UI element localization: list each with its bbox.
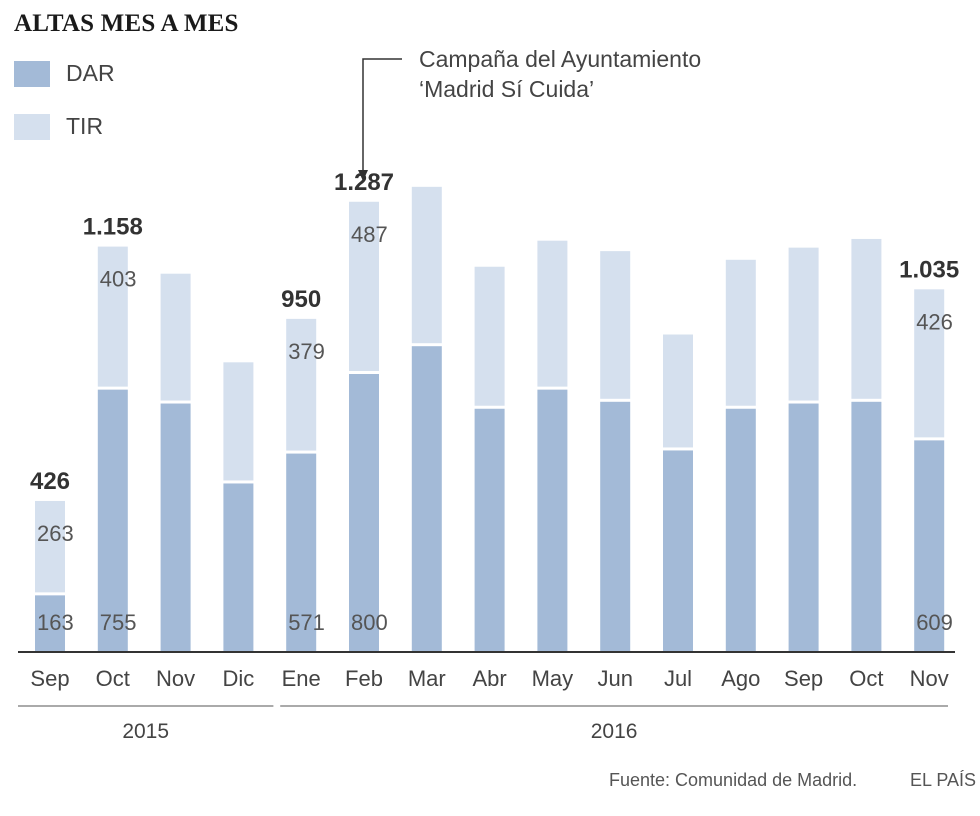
legend-label-tir: TIR [66, 113, 104, 139]
bar-dar [663, 450, 693, 652]
legend-item-tir: TIR [14, 113, 103, 140]
annotation-line-2: ‘Madrid Sí Cuida’ [419, 76, 595, 102]
x-tick-label: Jul [664, 666, 692, 691]
value-label-dar: 163 [37, 610, 74, 635]
total-label: 1.035 [899, 256, 959, 283]
total-label: 426 [30, 468, 70, 495]
bar-dar [223, 483, 254, 652]
total-label: 1.158 [83, 214, 143, 241]
x-tick-label: Oct [849, 666, 883, 691]
x-tick-label: Abr [472, 666, 506, 691]
year-label: 2015 [122, 720, 169, 743]
legend-swatch-tir [14, 113, 50, 140]
x-tick-label: Feb [345, 666, 383, 691]
annotation-pointer-line [362, 58, 402, 172]
chart-title: ALTAS MES A MES [14, 10, 239, 37]
legend-item-dar: DAR [14, 60, 115, 87]
value-label-tir: 403 [100, 267, 137, 292]
bar-dar [411, 346, 442, 652]
year-label: 2016 [591, 720, 638, 743]
bar-tir [600, 251, 631, 399]
x-tick-label: Oct [96, 666, 130, 691]
bar-tir [97, 246, 128, 387]
bar-tir [411, 186, 442, 344]
bar-dar [725, 408, 756, 652]
bar-dar [474, 408, 505, 652]
brand-label: EL PAÍS [910, 770, 977, 790]
annotation-arrowhead [358, 170, 368, 181]
bar-dar [286, 453, 317, 652]
bar-tir [725, 259, 756, 406]
x-tick-label: Jun [597, 666, 632, 691]
bar-tir [914, 289, 945, 438]
x-tick-label: Sep [30, 666, 69, 691]
bar-dar [160, 403, 191, 652]
bar-tir [474, 266, 505, 406]
legend-swatch-dar [14, 60, 50, 87]
value-label-tir: 379 [288, 339, 325, 364]
annotation-line-1: Campaña del Ayuntamiento [419, 46, 702, 72]
legend-label-dar: DAR [66, 60, 115, 86]
value-label-dar: 609 [916, 610, 953, 635]
bar-dar [537, 389, 568, 652]
value-label-dar: 571 [288, 610, 325, 635]
x-tick-label: May [532, 666, 574, 691]
x-tick-label: Ene [282, 666, 321, 691]
total-label: 950 [281, 286, 321, 313]
bar-dar [349, 374, 379, 652]
campaign-annotation: Campaña del Ayuntamiento ‘Madrid Sí Cuid… [419, 44, 701, 104]
bar-dar [35, 595, 65, 652]
x-tick-label: Mar [408, 666, 446, 691]
bar-tir [349, 201, 379, 371]
bar-dar [788, 403, 819, 652]
x-tick-label: Ago [721, 666, 760, 691]
bar-tir [537, 240, 568, 387]
bar-tir [663, 334, 693, 448]
value-label-tir: 426 [916, 309, 953, 334]
source-note: Fuente: Comunidad de Madrid. [609, 770, 858, 790]
x-tick-label: Sep [784, 666, 823, 691]
value-label-tir: 263 [37, 521, 74, 546]
value-label-tir: 487 [351, 222, 388, 247]
x-tick-label: Nov [156, 666, 195, 691]
bar-tir [788, 247, 819, 401]
bar-dar [600, 401, 631, 652]
bar-dar [97, 389, 128, 652]
value-label-dar: 755 [100, 610, 137, 635]
bar-tir [223, 362, 254, 481]
bar-tir [35, 500, 65, 593]
value-label-dar: 800 [351, 610, 388, 635]
bar-tir [160, 273, 191, 401]
bar-dar [914, 440, 945, 652]
bar-tir [851, 238, 882, 399]
bar-tir [286, 318, 317, 451]
x-tick-label: Dic [223, 666, 255, 691]
x-tick-label: Nov [910, 666, 949, 691]
bar-dar [851, 401, 882, 652]
